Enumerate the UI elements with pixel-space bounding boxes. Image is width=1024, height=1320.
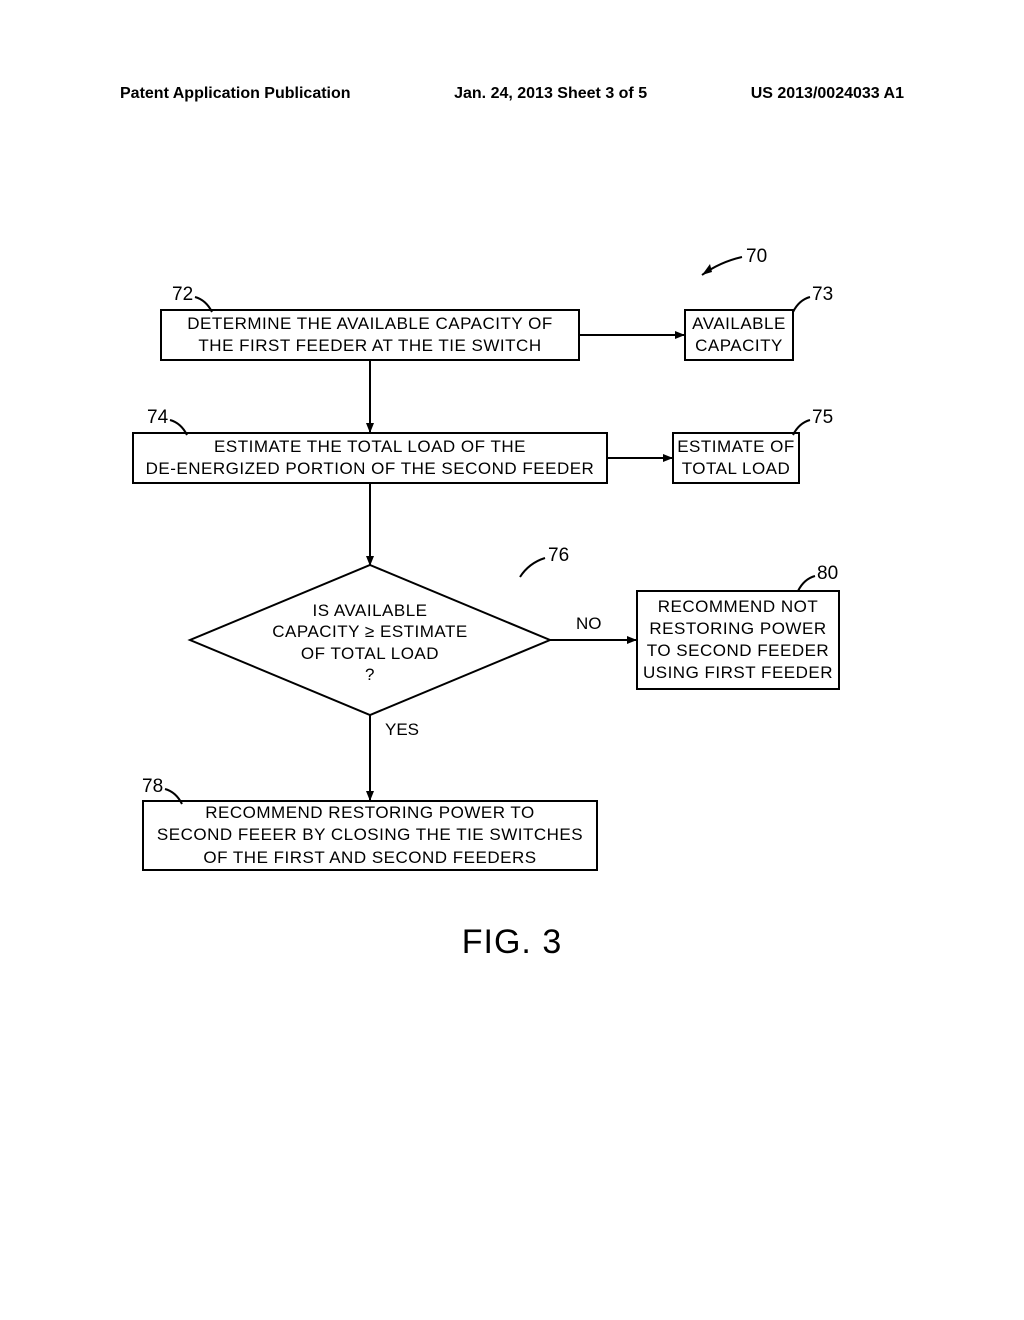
ref-73: 73	[812, 284, 833, 306]
node-text-line: OF THE FIRST AND SECOND FEEDERS	[203, 847, 536, 869]
ref-74: 74	[147, 407, 168, 429]
node-text-line: CAPACITY	[695, 335, 783, 357]
node-text-line: CAPACITY ≥ ESTIMATE	[270, 621, 470, 642]
node-text-line: RECOMMEND NOT	[658, 596, 818, 618]
figure-label: FIG. 3	[412, 923, 612, 962]
node-text-line: ?	[270, 664, 470, 685]
node-74: ESTIMATE THE TOTAL LOAD OF THE DE-ENERGI…	[132, 432, 608, 484]
page-body: Patent Application Publication Jan. 24, …	[0, 0, 1024, 1320]
node-text-line: SECOND FEEER BY CLOSING THE TIE SWITCHES	[157, 824, 583, 846]
node-text-line: DETERMINE THE AVAILABLE CAPACITY OF	[187, 313, 552, 335]
node-80: RECOMMEND NOT RESTORING POWER TO SECOND …	[636, 590, 840, 690]
node-76-text: IS AVAILABLE CAPACITY ≥ ESTIMATE OF TOTA…	[270, 600, 470, 685]
node-text-line: THE FIRST FEEDER AT THE TIE SWITCH	[198, 335, 541, 357]
flowchart-svg	[0, 0, 1024, 1320]
ref-75: 75	[812, 407, 833, 429]
node-text-line: OF TOTAL LOAD	[270, 643, 470, 664]
node-text-line: ESTIMATE OF	[677, 436, 795, 458]
node-text-line: IS AVAILABLE	[270, 600, 470, 621]
node-text-line: ESTIMATE THE TOTAL LOAD OF THE	[214, 436, 526, 458]
node-72: DETERMINE THE AVAILABLE CAPACITY OF THE …	[160, 309, 580, 361]
edge-label-no: NO	[576, 614, 602, 634]
ref-76: 76	[548, 545, 569, 567]
node-75: ESTIMATE OF TOTAL LOAD	[672, 432, 800, 484]
node-text-line: AVAILABLE	[692, 313, 786, 335]
ref-72: 72	[172, 284, 193, 306]
node-text-line: TOTAL LOAD	[682, 458, 791, 480]
node-text-line: RECOMMEND RESTORING POWER TO	[205, 802, 534, 824]
node-text-line: DE-ENERGIZED PORTION OF THE SECOND FEEDE…	[146, 458, 595, 480]
node-73: AVAILABLE CAPACITY	[684, 309, 794, 361]
node-text-line: USING FIRST FEEDER	[643, 662, 833, 684]
edge-label-yes: YES	[385, 720, 419, 740]
ref-80: 80	[817, 563, 838, 585]
node-text-line: RESTORING POWER	[649, 618, 826, 640]
node-78: RECOMMEND RESTORING POWER TO SECOND FEEE…	[142, 800, 598, 871]
ref-78: 78	[142, 776, 163, 798]
ref-70: 70	[746, 246, 767, 268]
node-text-line: TO SECOND FEEDER	[647, 640, 829, 662]
